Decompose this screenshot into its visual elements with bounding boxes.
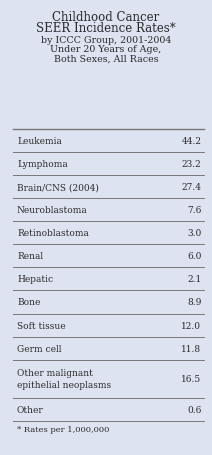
Text: Germ cell: Germ cell: [17, 344, 61, 353]
Text: Leukemia: Leukemia: [17, 136, 62, 146]
Text: Neuroblastoma: Neuroblastoma: [17, 206, 88, 215]
Text: 3.0: 3.0: [187, 229, 201, 238]
Text: Renal: Renal: [17, 252, 43, 261]
Text: Lymphoma: Lymphoma: [17, 160, 68, 169]
Text: 8.9: 8.9: [187, 298, 201, 307]
Text: 27.4: 27.4: [181, 183, 201, 192]
Text: by ICCC Group, 2001-2004: by ICCC Group, 2001-2004: [41, 35, 171, 45]
Text: Brain/CNS (2004): Brain/CNS (2004): [17, 183, 99, 192]
Text: Under 20 Years of Age,: Under 20 Years of Age,: [50, 45, 162, 54]
Text: 0.6: 0.6: [187, 405, 201, 414]
Text: 16.5: 16.5: [181, 374, 201, 384]
Text: SEER Incidence Rates*: SEER Incidence Rates*: [36, 22, 176, 35]
Text: Hepatic: Hepatic: [17, 275, 53, 284]
Text: 12.0: 12.0: [181, 321, 201, 330]
Text: Retinoblastoma: Retinoblastoma: [17, 229, 89, 238]
Text: 6.0: 6.0: [187, 252, 201, 261]
Text: 11.8: 11.8: [181, 344, 201, 353]
Text: Other malignant
epithelial neoplasms: Other malignant epithelial neoplasms: [17, 369, 111, 389]
Text: 23.2: 23.2: [182, 160, 201, 169]
Text: * Rates per 1,000,000: * Rates per 1,000,000: [17, 425, 109, 434]
Text: 2.1: 2.1: [187, 275, 201, 284]
Text: Bone: Bone: [17, 298, 40, 307]
Text: Both Sexes, All Races: Both Sexes, All Races: [54, 55, 158, 64]
Text: Childhood Cancer: Childhood Cancer: [52, 11, 160, 25]
Text: 7.6: 7.6: [187, 206, 201, 215]
Text: Soft tissue: Soft tissue: [17, 321, 66, 330]
Text: 44.2: 44.2: [181, 136, 201, 146]
Text: Other: Other: [17, 405, 44, 414]
